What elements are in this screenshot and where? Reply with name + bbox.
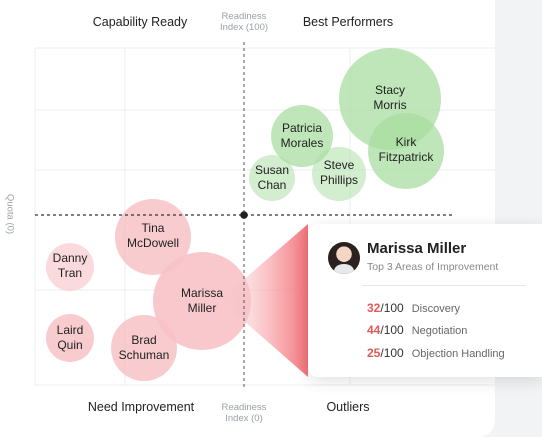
axis-label-quota: Quota (0) — [4, 193, 16, 235]
bubble-susan-chan[interactable] — [249, 155, 295, 201]
bubble-label-stacy-morris: Stacy Morris — [373, 83, 407, 112]
improvement-area: Discovery — [411, 303, 461, 315]
quadrant-label-capability-ready: Capability Ready — [92, 15, 188, 29]
tooltip-connector — [220, 224, 308, 377]
bubble-label-susan-chan: Susan Chan — [254, 163, 290, 192]
improvement-row-discovery: 32/100 Discovery — [367, 301, 460, 315]
tooltip-subtitle: Top 3 Areas of Improvement — [367, 261, 499, 273]
improvement-max: /100 — [380, 323, 404, 337]
bubble-label-danny-tran: Danny Tran — [52, 251, 88, 280]
bubble-label-marissa-miller: Marissa Miller — [180, 286, 224, 315]
bubble-tina-mcdowell[interactable] — [115, 199, 191, 275]
quadrant-label-need-improvement: Need Improvement — [87, 400, 195, 414]
bubble-label-kirk-fitzpatrick: Kirk Fitzpatrick — [378, 135, 434, 164]
tooltip-divider — [362, 285, 526, 286]
improvement-score: 32 — [367, 301, 381, 315]
quadrant-label-best-performers: Best Performers — [302, 15, 394, 29]
improvement-area: Objection Handling — [411, 348, 505, 360]
bubble-laird-quin[interactable] — [46, 314, 94, 362]
bubble-kirk-fitzpatrick[interactable] — [368, 113, 444, 189]
avatar — [328, 242, 360, 274]
bubble-brad-schuman[interactable] — [111, 315, 177, 381]
bubble-label-tina-mcdowell: Tina McDowell — [126, 221, 180, 250]
bubble-label-patricia-morales: Patricia Morales — [280, 121, 324, 150]
improvement-score: 25 — [367, 346, 381, 360]
improvement-score: 44 — [367, 323, 381, 337]
bubble-label-brad-schuman: Brad Schuman — [118, 333, 170, 362]
bubble-marissa-miller[interactable] — [153, 252, 251, 350]
tooltip-person-name: Marissa Miller — [367, 240, 467, 257]
bubble-patricia-morales[interactable] — [271, 105, 333, 167]
quadrant-label-outliers: Outliers — [326, 400, 370, 414]
axis-label-readiness-bottom: Readiness Index (0) — [221, 402, 267, 424]
bubble-danny-tran[interactable] — [46, 243, 94, 291]
improvement-tooltip: Marissa Miller Top 3 Areas of Improvemen… — [308, 224, 542, 377]
improvement-max: /100 — [380, 301, 404, 315]
improvement-row-negotiation: 44/100 Negotiation — [367, 323, 467, 337]
axis-label-readiness-top: Readiness Index (100) — [219, 11, 269, 33]
axis-origin-dot — [240, 211, 248, 219]
bubble-label-laird-quin: Laird Quin — [56, 323, 84, 352]
improvement-area: Negotiation — [411, 325, 468, 337]
improvement-row-objection-handling: 25/100 Objection Handling — [367, 346, 505, 360]
bubble-steve-phillips[interactable] — [312, 147, 366, 201]
bubble-label-steve-phillips: Steve Phillips — [319, 158, 359, 187]
improvement-max: /100 — [380, 346, 404, 360]
